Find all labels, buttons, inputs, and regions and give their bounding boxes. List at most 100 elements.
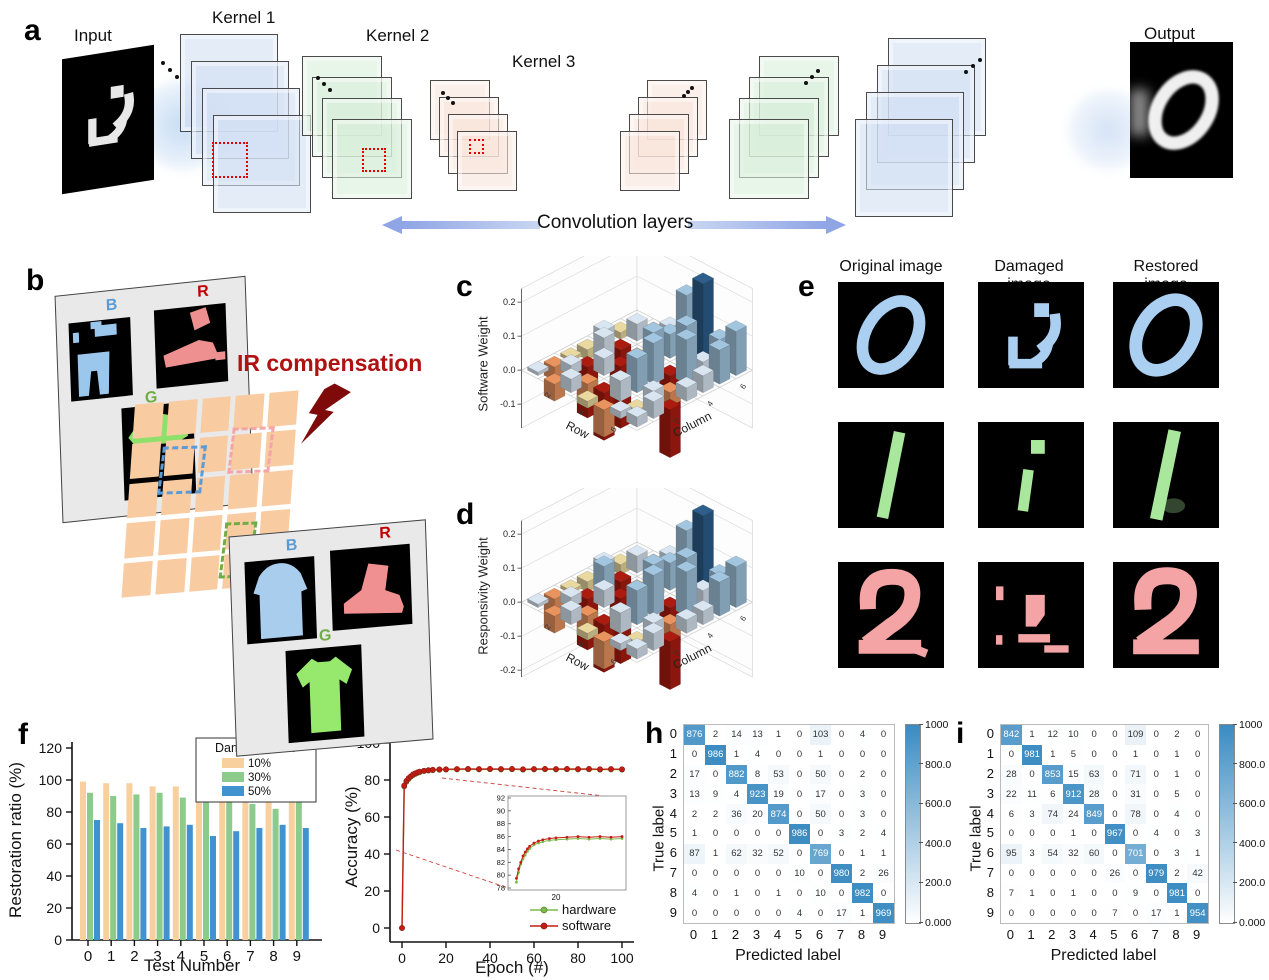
legend-label: 10% — [248, 758, 271, 770]
matrix-cell: 28 — [1001, 764, 1022, 785]
ellipsis-dot — [322, 82, 326, 86]
matrix-cell: 0 — [1187, 725, 1208, 745]
matrix-cell: 0 — [1104, 784, 1126, 805]
kernel2-label: Kernel 2 — [366, 26, 430, 45]
bar-50% — [94, 820, 100, 940]
bar-10% — [80, 781, 86, 940]
matrix-cell: 0 — [1001, 903, 1022, 923]
matrix-cell: 0 — [831, 843, 852, 864]
row-tick-label: 4 — [669, 805, 677, 821]
left-arrow-head — [382, 216, 402, 234]
ellipsis-dot — [978, 58, 982, 62]
inset-marker — [526, 847, 529, 851]
matrix-cell: 10 — [810, 883, 831, 904]
floor-gridline — [521, 541, 638, 603]
ellipsis-dot — [816, 69, 820, 73]
legend-label: 50% — [248, 786, 271, 798]
bar-10% — [196, 788, 202, 940]
col-tick-label: 0 — [689, 927, 698, 942]
face — [653, 569, 665, 617]
panel-i-label: i — [956, 717, 965, 750]
face — [675, 566, 687, 617]
convolution-arrows — [382, 216, 846, 234]
matrix-cell: 8 — [747, 764, 768, 785]
inset-y-tick-label: 86 — [497, 832, 505, 841]
matrix-cell: 769 — [810, 843, 831, 864]
fragment — [72, 332, 80, 344]
colorbar-tick — [919, 921, 923, 923]
matrix-cell: 876 — [684, 725, 705, 745]
bar-10% — [126, 783, 133, 940]
inset-marker — [609, 835, 613, 839]
ellipsis-dot — [690, 86, 694, 90]
matrix-cell: 17 — [810, 784, 831, 805]
matrix-cell: 1 — [1166, 744, 1188, 765]
col-tick-label: 2 — [731, 927, 740, 942]
digit-image-1 — [978, 422, 1084, 528]
matrix-cell: 15 — [1063, 764, 1084, 785]
matrix-cell: 28 — [1083, 784, 1105, 805]
inset-marker — [523, 853, 527, 857]
crossbar-cell — [124, 520, 156, 559]
face — [560, 373, 572, 394]
row-axis-label: Row — [564, 418, 592, 442]
colorbar-tick — [1233, 921, 1237, 923]
series-marker — [443, 766, 449, 773]
colorbar-tick-label: 600.0 — [925, 798, 952, 811]
g-ylabel: Accuracy (%) — [342, 786, 361, 888]
face — [719, 576, 731, 617]
digit-stroke — [1129, 293, 1203, 377]
series-marker — [575, 766, 581, 772]
confusion-matrix: 842 1 12 10 0 0 109 0 2 0 0 981 1 5 0 0 1 0 1 0 28 0 853 15 63 0 7… — [1000, 724, 1209, 924]
matrix-cell: 0 — [684, 903, 705, 923]
tshirt-shape — [296, 656, 353, 734]
matrix-cell: 1 — [768, 883, 789, 904]
matrix-cell: 1 — [852, 843, 873, 864]
bar-50% — [140, 828, 147, 940]
damaged-trousers-image — [68, 317, 133, 402]
matrix-cell: 3 — [1021, 843, 1043, 864]
row-tick-label: 2 — [669, 766, 677, 781]
input-image — [62, 44, 154, 195]
colorbar-tick-label: 0.000 — [925, 917, 952, 929]
z-tick-label: 0.2 — [503, 297, 516, 307]
matrix-cell: 17 — [831, 903, 852, 923]
bar-10% — [149, 786, 156, 940]
colorbar-tick — [919, 842, 923, 844]
face — [735, 561, 747, 609]
inset-marker — [554, 836, 558, 840]
series-marker — [520, 766, 526, 773]
matrix-cell: 0 — [747, 883, 768, 904]
col-tick-label: 7 — [1151, 927, 1159, 942]
digit-stroke — [1030, 339, 1054, 368]
z-tick-label: 0.1 — [503, 563, 516, 573]
row-tick-label: 1 — [669, 746, 677, 762]
bar-30% — [156, 792, 163, 940]
bar-10% — [242, 791, 249, 940]
col-tick-label: 9 — [1193, 927, 1201, 942]
matrix-cell: 54 — [1042, 843, 1064, 864]
matrix-cell: 1 — [684, 824, 705, 844]
panel-d: d 0.2 0.1 0.0 -0.1 -0.2 Responsivity Weight Ro… — [432, 488, 792, 728]
bar-10% — [288, 784, 295, 940]
series-marker — [564, 766, 570, 772]
digit-stroke — [1134, 567, 1197, 652]
colorbar-tick-label: 1000 — [1239, 719, 1263, 731]
boot-shape — [343, 563, 404, 614]
matrix-cell: 4 — [873, 824, 894, 844]
matrix-cell: 0 — [1104, 725, 1126, 745]
matrix-cell: 0 — [768, 903, 789, 923]
matrix-cell: 0 — [1145, 843, 1167, 864]
panel-i: i True label Predicted label 842 1 12 10 0 0 1… — [952, 712, 1269, 980]
matrix-cell: 5 — [1063, 744, 1084, 765]
face — [593, 636, 605, 670]
floor-gridline — [521, 309, 638, 371]
col-tick-label: 1 — [710, 927, 719, 942]
matrix-cell: 36 — [726, 804, 747, 824]
matrix-cell: 0 — [1042, 863, 1064, 884]
colorbar-tick — [1233, 842, 1237, 844]
matrix-cell: 0 — [831, 804, 852, 824]
col-tick-label: 8 — [857, 927, 866, 942]
matrix-cell: 1 — [1063, 824, 1084, 844]
col-tick-label: 2 — [1048, 927, 1056, 942]
